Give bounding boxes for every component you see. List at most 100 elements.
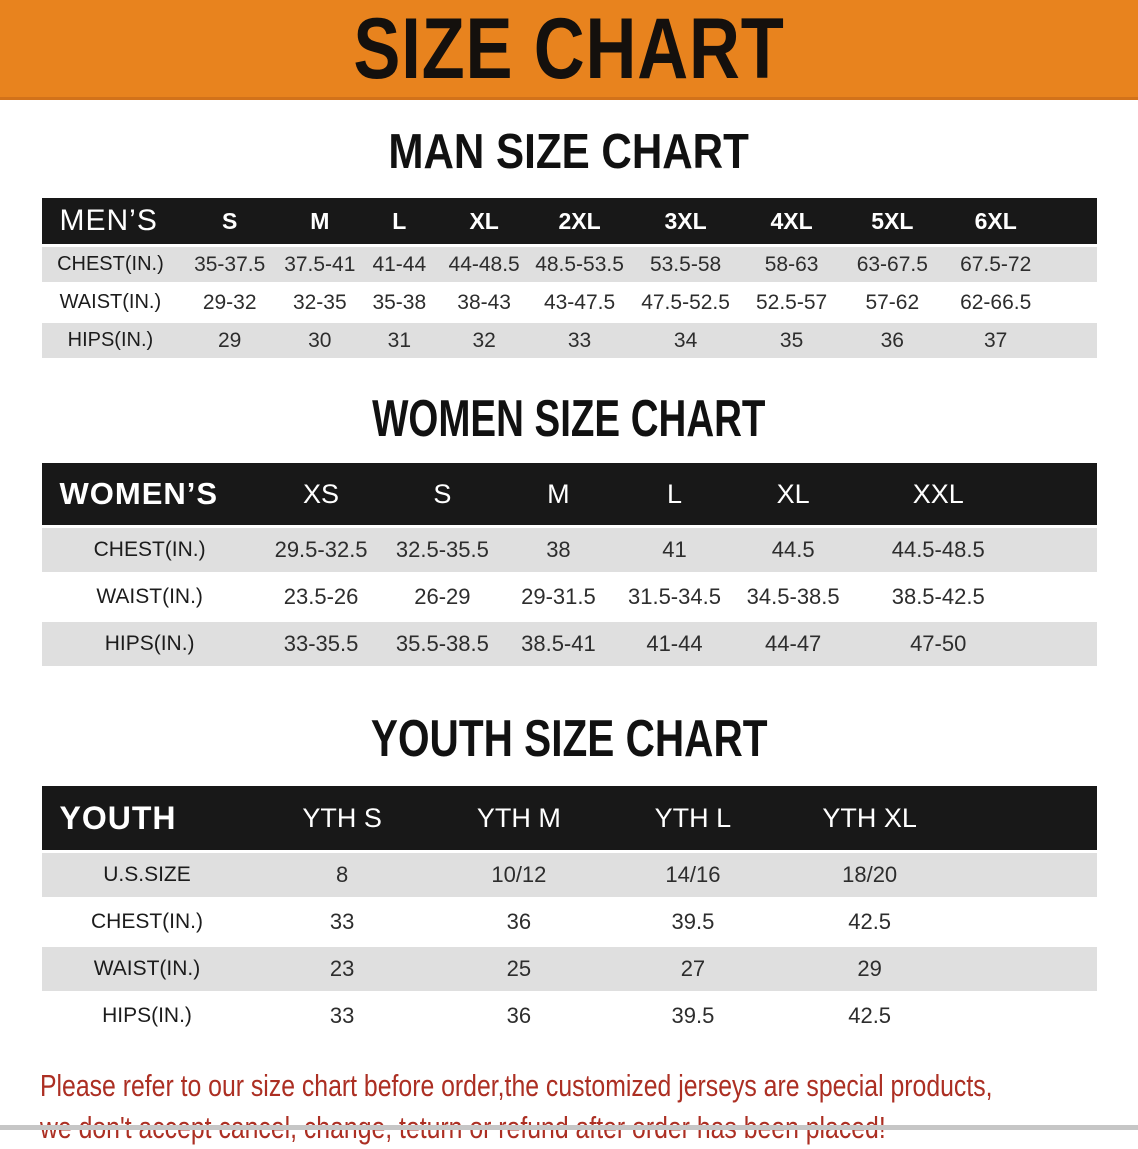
- spacer-cell: [1048, 247, 1097, 282]
- measurement-cell: 27: [605, 947, 780, 991]
- row-label: HIPS(IN.): [41, 323, 180, 358]
- youth-header-row: YOUTH YTH S YTH M YTH L YTH XL: [41, 786, 1097, 850]
- measurement-cell: 41-44: [616, 622, 733, 666]
- measurement-cell: 30: [280, 323, 360, 358]
- men-size-header: L: [359, 198, 440, 244]
- spacer-cell: [959, 853, 1097, 897]
- men-chest-row: CHEST(IN.) 35-37.5 37.5-41 41-44 44-48.5…: [41, 247, 1097, 282]
- measurement-cell: 33: [252, 900, 432, 944]
- measurement-cell: 38.5-41: [500, 622, 617, 666]
- measurement-cell: 29-31.5: [500, 575, 617, 619]
- measurement-cell: 42.5: [779, 900, 960, 944]
- spacer-cell: [1022, 528, 1097, 572]
- measurement-cell: 38: [500, 528, 617, 572]
- youth-section-heading: YOUTH SIZE CHART: [0, 713, 1138, 765]
- size-chart-banner: SIZE CHART: [0, 0, 1138, 100]
- spacer-cell: [959, 947, 1097, 991]
- measurement-cell: 32-35: [280, 285, 360, 320]
- measurement-cell: 34: [629, 323, 742, 358]
- measurement-cell: 38-43: [439, 285, 530, 320]
- measurement-cell: 31.5-34.5: [616, 575, 733, 619]
- youth-ussize-row: U.S.SIZE 8 10/12 14/16 18/20: [41, 853, 1097, 897]
- women-size-header: XXL: [853, 463, 1023, 525]
- men-size-header: 5XL: [841, 198, 943, 244]
- men-size-header: 2XL: [529, 198, 630, 244]
- men-size-header: XL: [439, 198, 530, 244]
- measurement-cell: 53.5-58: [629, 247, 742, 282]
- women-corner-label: WOMEN’S: [41, 463, 258, 525]
- women-heading-text: WOMEN SIZE CHART: [372, 390, 766, 448]
- row-label: CHEST(IN.): [41, 528, 258, 572]
- women-size-header: M: [500, 463, 617, 525]
- measurement-cell: 25: [431, 947, 606, 991]
- measurement-cell: 23: [252, 947, 432, 991]
- youth-corner-label: YOUTH: [41, 786, 253, 850]
- measurement-cell: 29: [179, 323, 281, 358]
- measurement-cell: 67.5-72: [942, 247, 1049, 282]
- men-size-header: 6XL: [942, 198, 1049, 244]
- measurement-cell: 26-29: [384, 575, 501, 619]
- measurement-cell: 58-63: [741, 247, 842, 282]
- spacer-cell: [959, 994, 1097, 1038]
- women-size-header: L: [616, 463, 733, 525]
- measurement-cell: 18/20: [779, 853, 960, 897]
- women-waist-row: WAIST(IN.) 23.5-26 26-29 29-31.5 31.5-34…: [41, 575, 1097, 619]
- youth-waist-row: WAIST(IN.) 23 25 27 29: [41, 947, 1097, 991]
- women-chest-row: CHEST(IN.) 29.5-32.5 32.5-35.5 38 41 44.…: [41, 528, 1097, 572]
- measurement-cell: 37: [942, 323, 1049, 358]
- men-size-header: 3XL: [629, 198, 742, 244]
- policy-line-1: Please refer to our size chart before or…: [40, 1068, 993, 1103]
- row-label: WAIST(IN.): [41, 285, 180, 320]
- men-size-header: M: [280, 198, 360, 244]
- measurement-cell: 8: [252, 853, 432, 897]
- measurement-cell: 48.5-53.5: [529, 247, 630, 282]
- order-policy-note: Please refer to our size chart before or…: [0, 1065, 1138, 1149]
- measurement-cell: 38.5-42.5: [853, 575, 1023, 619]
- measurement-cell: 35.5-38.5: [384, 622, 501, 666]
- spacer-cell: [1022, 575, 1097, 619]
- women-size-header: XL: [732, 463, 854, 525]
- measurement-cell: 62-66.5: [942, 285, 1049, 320]
- banner-title: SIZE CHART: [353, 0, 785, 97]
- measurement-cell: 33-35.5: [257, 622, 385, 666]
- youth-hips-row: HIPS(IN.) 33 36 39.5 42.5: [41, 994, 1097, 1038]
- men-size-header: 4XL: [741, 198, 842, 244]
- row-label: CHEST(IN.): [41, 247, 180, 282]
- measurement-cell: 41-44: [359, 247, 440, 282]
- measurement-cell: 35: [741, 323, 842, 358]
- measurement-cell: 36: [431, 994, 606, 1038]
- women-hips-row: HIPS(IN.) 33-35.5 35.5-38.5 38.5-41 41-4…: [41, 622, 1097, 666]
- spacer-cell: [1048, 198, 1097, 244]
- measurement-cell: 36: [841, 323, 943, 358]
- measurement-cell: 31: [359, 323, 440, 358]
- spacer-cell: [1048, 285, 1097, 320]
- measurement-cell: 32: [439, 323, 530, 358]
- measurement-cell: 47.5-52.5: [629, 285, 742, 320]
- women-size-header: S: [384, 463, 501, 525]
- measurement-cell: 39.5: [605, 900, 780, 944]
- spacer-cell: [1048, 323, 1097, 358]
- youth-size-header: YTH L: [605, 786, 780, 850]
- row-label: HIPS(IN.): [41, 994, 253, 1038]
- youth-size-table: YOUTH YTH S YTH M YTH L YTH XL U.S.SIZE …: [41, 783, 1097, 1041]
- spacer-cell: [959, 786, 1097, 850]
- measurement-cell: 36: [431, 900, 606, 944]
- measurement-cell: 44-48.5: [439, 247, 530, 282]
- men-size-table: MEN’S S M L XL 2XL 3XL 4XL 5XL 6XL CHEST…: [41, 195, 1097, 361]
- measurement-cell: 37.5-41: [280, 247, 360, 282]
- women-size-header: XS: [257, 463, 385, 525]
- youth-size-header: YTH S: [252, 786, 432, 850]
- measurement-cell: 29: [779, 947, 960, 991]
- measurement-cell: 14/16: [605, 853, 780, 897]
- spacer-cell: [1022, 463, 1097, 525]
- measurement-cell: 44.5-48.5: [853, 528, 1023, 572]
- youth-chest-row: CHEST(IN.) 33 36 39.5 42.5: [41, 900, 1097, 944]
- bottom-divider-bar: [0, 1125, 1138, 1130]
- measurement-cell: 32.5-35.5: [384, 528, 501, 572]
- measurement-cell: 57-62: [841, 285, 943, 320]
- measurement-cell: 29-32: [179, 285, 281, 320]
- measurement-cell: 10/12: [431, 853, 606, 897]
- women-header-row: WOMEN’S XS S M L XL XXL: [41, 463, 1097, 525]
- row-label: WAIST(IN.): [41, 947, 253, 991]
- measurement-cell: 39.5: [605, 994, 780, 1038]
